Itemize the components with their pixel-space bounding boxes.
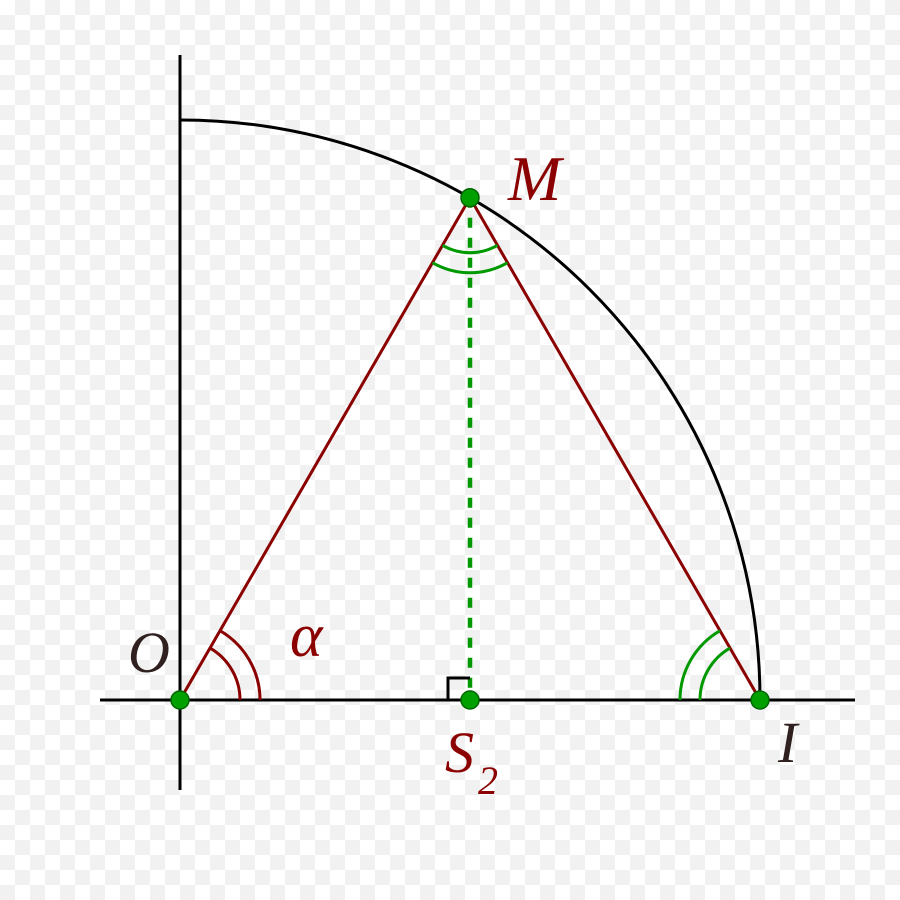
point-M xyxy=(461,189,479,207)
angle-arc-at-M-left-inner xyxy=(443,245,471,252)
segment-O-M xyxy=(180,198,470,700)
label-I: I xyxy=(777,710,800,775)
point-O xyxy=(171,691,189,709)
angle-arc-at-M-left-outer xyxy=(433,263,471,273)
angle-arc-at-M-right-outer xyxy=(470,263,508,273)
angle-arc-at-I-inner xyxy=(700,648,730,700)
label-M: M xyxy=(507,143,565,214)
angle-arc-at-O-inner xyxy=(210,648,240,700)
point-S2 xyxy=(461,691,479,709)
geometry-diagram: O M I S2 α xyxy=(0,0,900,900)
point-I xyxy=(751,691,769,709)
label-alpha: α xyxy=(290,602,324,670)
label-S2-subscript: 2 xyxy=(478,758,498,803)
label-S2-base: S xyxy=(445,720,474,785)
angle-arc-at-M-right-inner xyxy=(470,245,498,252)
label-S2: S2 xyxy=(445,720,498,803)
segment-I-M xyxy=(470,198,760,700)
label-O: O xyxy=(128,620,170,685)
